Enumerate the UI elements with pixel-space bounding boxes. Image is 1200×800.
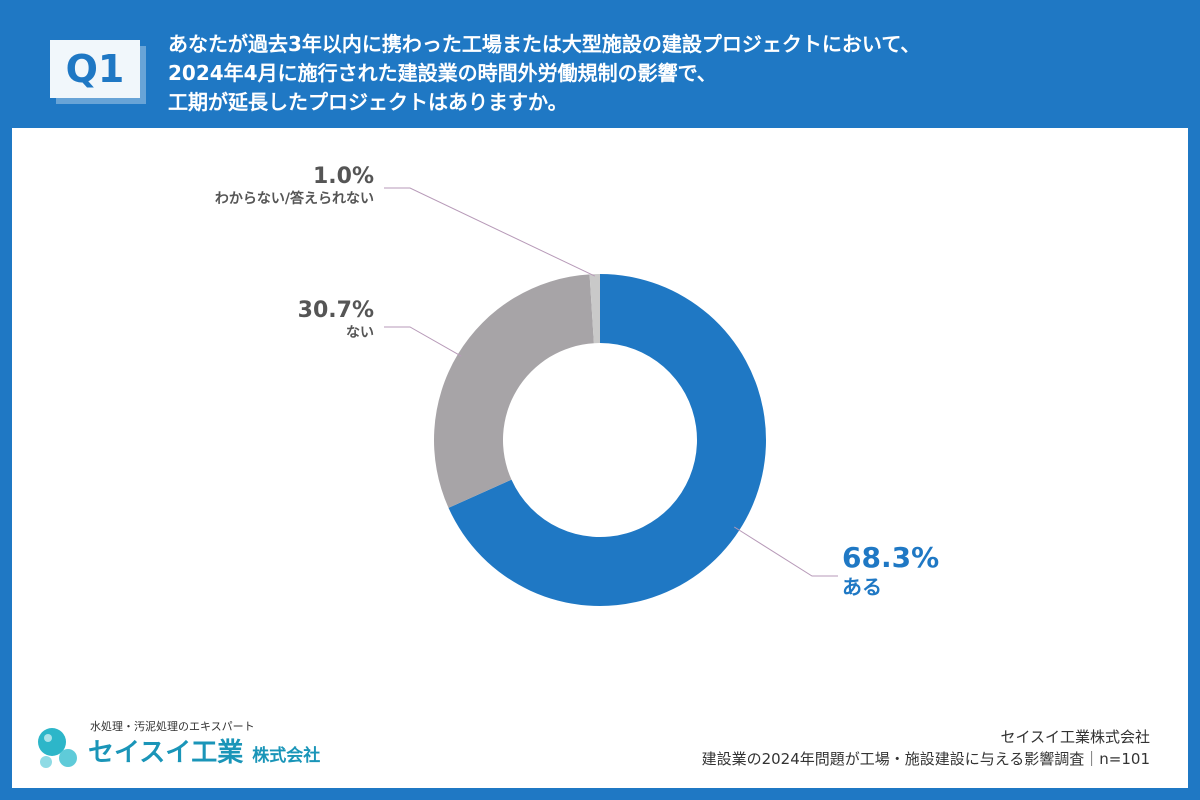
donut-chart [384,187,838,606]
label-no: 30.7% ない [250,298,374,342]
header: Q1 あなたが過去3年以内に携わった工場または大型施設の建設プロジェクトにおいて… [0,0,1200,128]
slice-no [434,274,594,508]
chart-panel: 1.0% わからない/答えられない 30.7% ない 68.3% ある 水処理・… [12,128,1188,788]
question-line-3: 工期が延長したプロジェクトはありますか。 [168,90,568,114]
footer: セイスイ工業株式会社 建設業の2024年問題が工場・施設建設に与える影響調査｜n… [702,726,1150,770]
label-yes: 68.3% ある [842,542,939,600]
question-line-1: あなたが過去3年以内に携わった工場または大型施設の建設プロジェクトにおいて、 [168,32,921,56]
label-no-value: 30.7% [297,298,374,323]
slice-unknown [589,274,600,344]
label-unknown: 1.0% わからない/答えられない [162,164,374,208]
leader-line-no [384,326,462,357]
logo-suffix: 株式会社 [252,746,321,766]
question-line-2: 2024年4月に施行された建設業の時間外労働規制の影響で、 [168,61,717,85]
label-unknown-value: 1.0% [312,164,374,189]
slice-yes [448,274,766,606]
question-badge: Q1 [50,40,140,98]
logo-name-text: セイスイ工業 [88,738,244,768]
label-yes-value: 68.3% [842,541,940,574]
logo-name: セイスイ工業 株式会社 [88,732,320,769]
label-yes-name: ある [842,575,882,599]
question-text: あなたが過去3年以内に携わった工場または大型施設の建設プロジェクトにおいて、 2… [168,30,920,117]
label-no-name: ない [346,325,374,341]
leader-line-yes [734,526,838,577]
footer-company: セイスイ工業株式会社 [1000,728,1150,746]
footer-survey: 建設業の2024年問題が工場・施設建設に与える影響調査｜n=101 [701,750,1150,768]
leader-line-unknown [384,187,596,277]
logo-tagline: 水処理・汚泥処理のエキスパート [90,720,255,733]
label-unknown-name: わからない/答えられない [214,191,374,207]
logo-bubbles-icon [38,728,77,768]
